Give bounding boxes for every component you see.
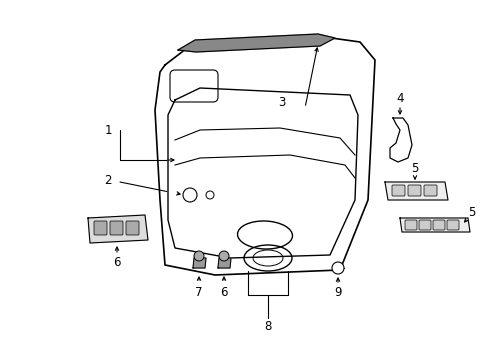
Circle shape (331, 262, 343, 274)
Polygon shape (168, 88, 357, 258)
Polygon shape (88, 215, 148, 243)
Text: 5: 5 (468, 206, 475, 219)
Polygon shape (389, 118, 411, 162)
Polygon shape (218, 258, 230, 268)
Text: 6: 6 (113, 256, 121, 270)
Text: 8: 8 (264, 320, 271, 333)
FancyBboxPatch shape (110, 221, 123, 235)
FancyBboxPatch shape (391, 185, 404, 196)
Text: 3: 3 (278, 95, 285, 108)
Text: 7: 7 (195, 285, 203, 298)
Circle shape (219, 251, 228, 261)
Polygon shape (399, 218, 469, 232)
Polygon shape (155, 35, 374, 275)
Text: 5: 5 (410, 162, 418, 175)
FancyBboxPatch shape (423, 185, 436, 196)
Text: 6: 6 (220, 285, 227, 298)
Polygon shape (178, 34, 334, 52)
FancyBboxPatch shape (126, 221, 139, 235)
Text: 4: 4 (395, 91, 403, 104)
Polygon shape (384, 182, 447, 200)
FancyBboxPatch shape (94, 221, 107, 235)
Text: 9: 9 (334, 287, 341, 300)
FancyBboxPatch shape (432, 220, 444, 230)
FancyBboxPatch shape (418, 220, 430, 230)
Circle shape (194, 251, 203, 261)
FancyBboxPatch shape (446, 220, 458, 230)
FancyBboxPatch shape (404, 220, 416, 230)
FancyBboxPatch shape (407, 185, 420, 196)
Polygon shape (193, 258, 205, 268)
Text: 1: 1 (104, 123, 112, 136)
Text: 2: 2 (104, 174, 112, 186)
